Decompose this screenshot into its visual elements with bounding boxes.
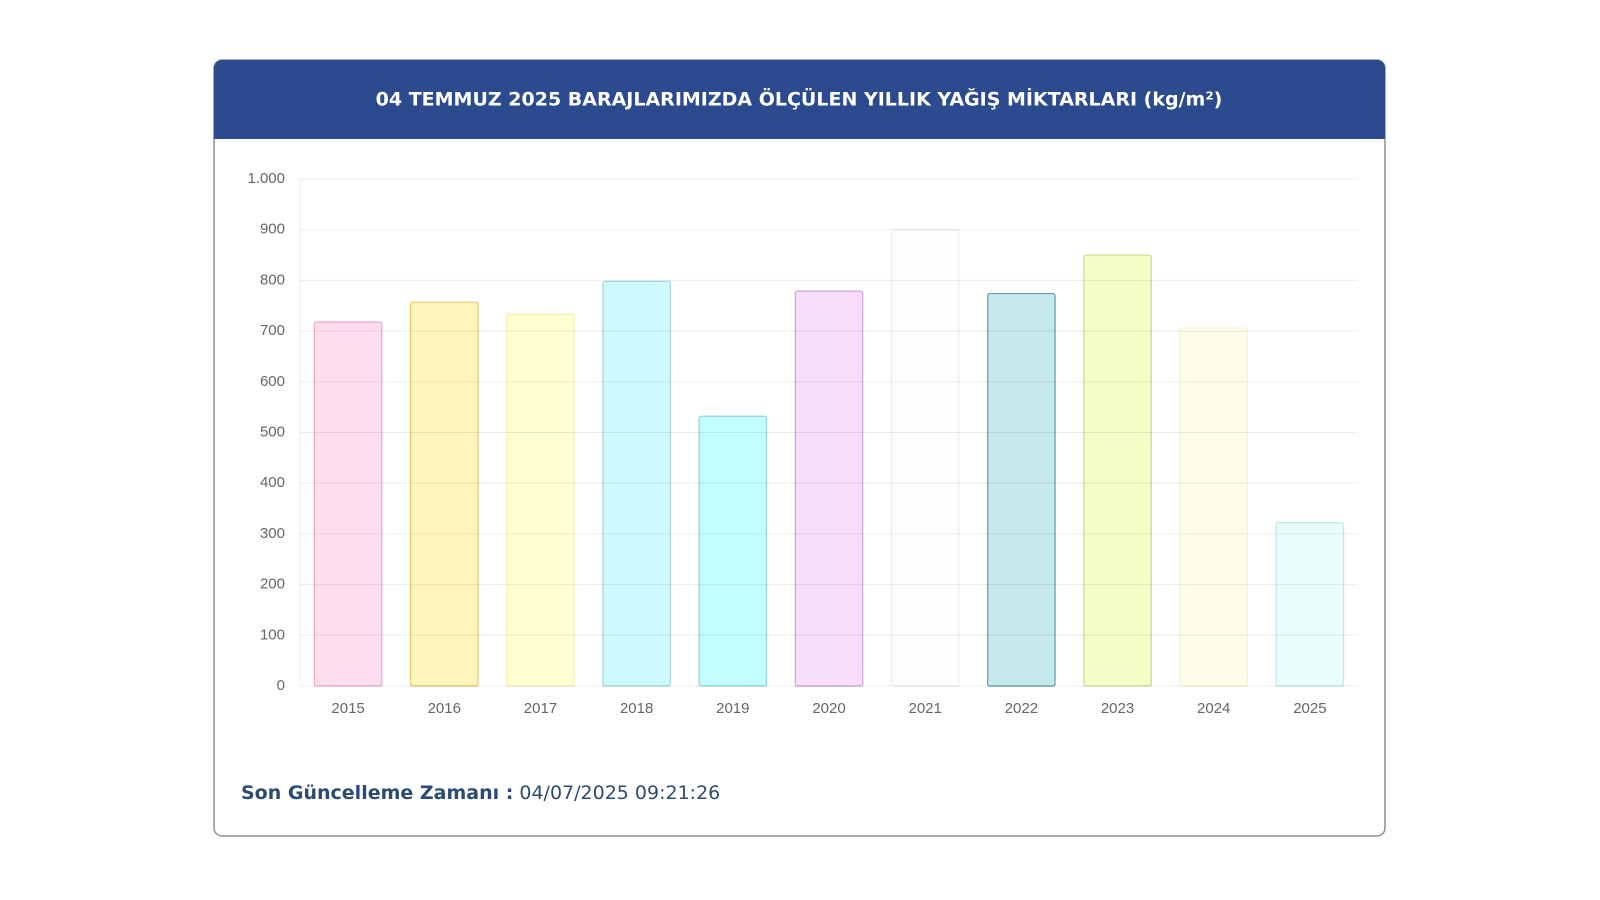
x-tick-label: 2024 [1197,700,1230,717]
y-tick-label: 600 [260,373,285,390]
x-tick-label: 2021 [908,700,941,717]
y-tick-label: 1.000 [247,170,285,187]
x-tick-label: 2023 [1101,700,1134,717]
y-tick-label: 700 [260,322,285,339]
bar [890,229,960,687]
card-header [214,60,1385,139]
bar [1083,254,1152,687]
bar [410,301,479,687]
y-tick-label: 200 [260,576,285,593]
y-tick-label: 900 [260,221,285,238]
bar [698,415,768,687]
footer-text: Son Güncelleme Zamanı : 04/07/2025 09:21:… [241,782,720,804]
bar [1275,522,1345,687]
x-tick-label: 2016 [428,700,461,717]
x-tick-label: 2025 [1293,700,1326,717]
x-tick-label: 2020 [812,700,845,717]
y-tick-label: 0 [277,677,285,694]
y-tick-label: 800 [260,271,285,288]
x-tick-label: 2015 [331,700,364,717]
y-tick-label: 300 [260,525,285,542]
x-tick-label: 2019 [716,700,749,717]
bar [506,313,575,687]
y-tick-label: 500 [260,423,285,440]
y-tick-label: 100 [260,626,285,643]
bar [602,280,671,687]
footer-label: Son Güncelleme Zamanı : [241,782,513,804]
x-tick-label: 2018 [620,700,653,717]
x-tick-label: 2017 [524,700,557,717]
bar [1179,327,1248,687]
chart-title: 04 TEMMUZ 2025 BARAJLARIMIZDA ÖLÇÜLEN YI… [376,87,1223,111]
bar [987,292,1056,687]
bar [313,321,383,687]
plot: 0 100 200 300 400 500 600 700 800 900 1.000 2015 201… [247,170,1358,717]
x-tick-label: 2022 [1005,700,1038,717]
y-tick-label: 400 [260,474,285,491]
bar [794,290,864,687]
footer-value: 04/07/2025 09:21:26 [519,782,720,804]
